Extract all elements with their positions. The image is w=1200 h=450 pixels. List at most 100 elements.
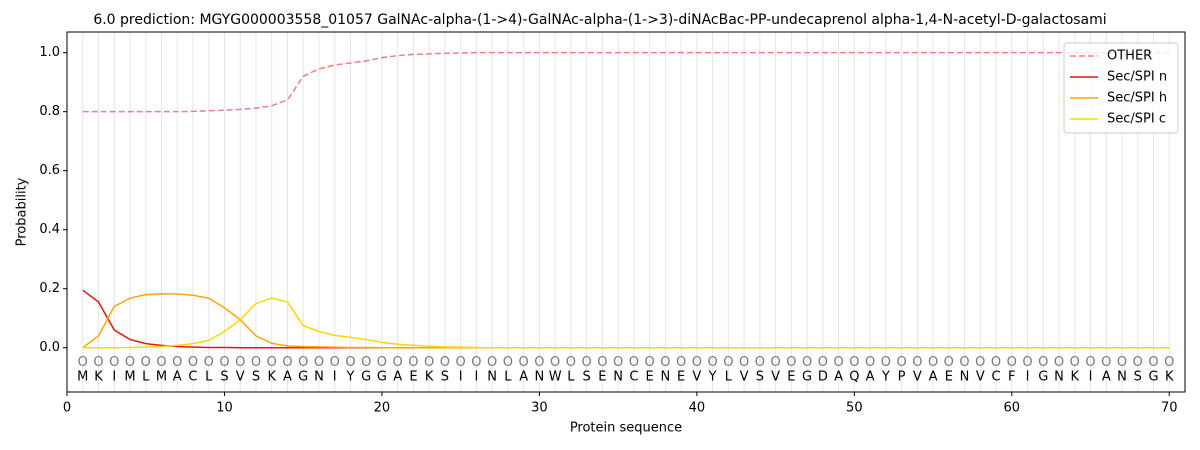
region-label: O (345, 355, 355, 370)
residue-label: I (459, 370, 463, 385)
residue-label: E (409, 370, 417, 385)
region-label: O (471, 355, 481, 370)
region-label: O (1038, 355, 1048, 370)
x-tick-label: 0 (63, 401, 71, 416)
region-label: O (645, 355, 655, 370)
y-tick-label: 0.4 (39, 222, 60, 237)
residue-label: G (802, 370, 812, 385)
region-label: O (534, 355, 544, 370)
region-label: O (1007, 355, 1017, 370)
residue-label: L (142, 370, 150, 385)
residue-label: I (333, 370, 337, 385)
y-tick-label: 0.0 (39, 340, 60, 355)
region-label: O (141, 355, 151, 370)
region-label: O (188, 355, 198, 370)
region-label: O (597, 355, 607, 370)
region-label: O (849, 355, 859, 370)
region-label: O (959, 355, 969, 370)
region-label: O (282, 355, 292, 370)
residue-label: A (173, 370, 182, 385)
region-label: O (755, 355, 765, 370)
y-tick-label: 1.0 (39, 45, 60, 60)
residue-label: L (504, 370, 512, 385)
y-tick-label: 0.2 (39, 281, 60, 296)
region-label: O (660, 355, 670, 370)
x-tick-label: 30 (531, 401, 548, 416)
residue-label: A (283, 370, 292, 385)
region-label: O (928, 355, 938, 370)
residue-label: M (156, 370, 167, 385)
y-tick-label: 0.8 (39, 104, 60, 119)
region-label: O (1164, 355, 1174, 370)
residue-label: M (124, 370, 135, 385)
plot-frame (66, 31, 1186, 393)
residue-label: L (205, 370, 213, 385)
residue-label: V (692, 370, 701, 385)
legend-label: Sec/SPI h (1107, 91, 1167, 106)
region-label: O (503, 355, 513, 370)
x-axis-label: Protein sequence (570, 421, 682, 436)
residue-label: E (787, 370, 795, 385)
legend-label: OTHER (1107, 49, 1152, 64)
residue-label: Y (881, 370, 890, 385)
residue-label: N (487, 370, 497, 385)
region-label: O (440, 355, 450, 370)
region-label: O (613, 355, 623, 370)
region-label: O (896, 355, 906, 370)
region-label: O (786, 355, 796, 370)
region-label: O (408, 355, 418, 370)
residue-label: Q (849, 370, 859, 385)
residue-label: A (834, 370, 843, 385)
residue-label: E (677, 370, 685, 385)
residue-label: L (567, 370, 575, 385)
residue-label: V (976, 370, 985, 385)
region-label: O (1070, 355, 1080, 370)
residue-label: A (393, 370, 402, 385)
residue-label: C (188, 370, 197, 385)
residue-label: K (94, 370, 103, 385)
region-label: O (692, 355, 702, 370)
residue-label: A (519, 370, 528, 385)
residue-label: I (474, 370, 478, 385)
region-label: O (487, 355, 497, 370)
region-label: O (566, 355, 576, 370)
y-tick-label: 0.6 (39, 163, 60, 178)
x-tick-label: 50 (846, 401, 863, 416)
residue-label: D (818, 370, 828, 385)
region-label: O (93, 355, 103, 370)
x-tick-label: 60 (1004, 401, 1021, 416)
residue-label: A (929, 370, 938, 385)
residue-label: K (425, 370, 434, 385)
region-label: O (109, 355, 119, 370)
residue-label: K (267, 370, 276, 385)
residue-label: L (725, 370, 733, 385)
residue-label: S (441, 370, 449, 385)
legend-box (1063, 42, 1179, 134)
region-label: O (1101, 355, 1111, 370)
region-label: O (156, 355, 166, 370)
region-label: O (125, 355, 135, 370)
region-label: O (393, 355, 403, 370)
series-line (82, 292, 1170, 349)
region-label: O (1148, 355, 1158, 370)
residue-label: N (1054, 370, 1064, 385)
residue-label: E (646, 370, 654, 385)
region-label: O (1085, 355, 1095, 370)
x-tick-label: 70 (1161, 401, 1178, 416)
region-label: O (881, 355, 891, 370)
residue-label: S (220, 370, 228, 385)
residue-label: I (1089, 370, 1093, 385)
residue-label: V (740, 370, 749, 385)
residue-label: S (583, 370, 591, 385)
region-label: O (267, 355, 277, 370)
region-label: O (707, 355, 717, 370)
region-label: O (235, 355, 245, 370)
residue-label: V (913, 370, 922, 385)
region-label: O (975, 355, 985, 370)
residue-label: G (1038, 370, 1048, 385)
region-label: O (314, 355, 324, 370)
residue-label: C (992, 370, 1001, 385)
residue-label: N (660, 370, 670, 385)
region-label: O (991, 355, 1001, 370)
region-label: O (802, 355, 812, 370)
